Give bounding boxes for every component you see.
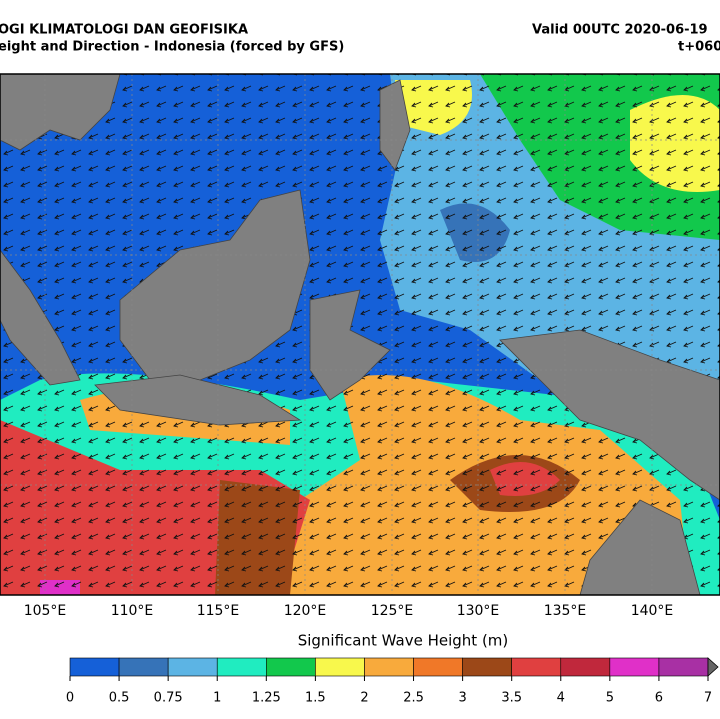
colorbar-tick-label: 1: [213, 691, 221, 706]
land-sumatra: [0, 249, 81, 386]
map-frame: [0, 73, 720, 596]
colorbar-box: [462, 657, 512, 677]
header-subtitle: eight and Direction - Indonesia (forced …: [0, 40, 344, 55]
land-indochina: [0, 74, 121, 151]
colorbar-tick-label: 3: [458, 691, 466, 706]
lon-label: 135°E: [544, 603, 587, 619]
colorbar-tick-label: 4: [557, 691, 565, 706]
colorbar-tick-label: 2: [360, 691, 368, 706]
wave-map: [0, 74, 720, 595]
colorbar-tick-label: 2.5: [403, 691, 424, 706]
land-papua: [499, 329, 720, 501]
colorbar-tick-label: 6: [655, 691, 663, 706]
wave-arrows: [0, 74, 720, 595]
colorbar-box: [364, 657, 414, 677]
colorbar-box: [413, 657, 463, 677]
colorbar-tick-label: 7: [704, 691, 712, 706]
colorbar-box: [511, 657, 562, 677]
colorbar-box: [609, 657, 660, 677]
lon-label: 110°E: [111, 603, 154, 619]
colorbar: 0 0.5 0.75 1 1.25 1.5 2 2.5 3 3.5 4 5 6 7: [66, 657, 712, 706]
header-lead: t+060: [678, 40, 720, 55]
colorbar-box: [167, 657, 218, 677]
land-borneo: [119, 189, 311, 381]
colorbar-tick-label: 3.5: [501, 691, 522, 706]
colorbar-tick-label: 1.25: [252, 691, 281, 706]
lon-label: 140°E: [631, 603, 674, 619]
colorbar-label: Significant Wave Height (m): [298, 632, 509, 650]
colorbar-tick-label: 1.5: [305, 691, 326, 706]
colorbar-tick-label: 5: [606, 691, 614, 706]
lon-label: 115°E: [197, 603, 240, 619]
colorbar-box: [118, 657, 169, 677]
colorbar-tick-label: 0: [66, 691, 74, 706]
lon-label: 105°E: [24, 603, 67, 619]
header-title: OGI KLIMATOLOGI DAN GEOFISIKA: [0, 23, 248, 38]
colorbar-tick-label: 0.5: [109, 691, 130, 706]
colorbar-box: [560, 657, 611, 677]
colorbar-box: [216, 657, 267, 677]
colorbar-extend: [707, 657, 719, 677]
colorbar-tick-label: 0.75: [154, 691, 183, 706]
lon-label: 130°E: [457, 603, 500, 619]
lon-label: 125°E: [371, 603, 414, 619]
land-sulawesi: [309, 289, 391, 401]
colorbar-box: [658, 657, 709, 677]
lon-labels: 105°E 110°E 115°E 120°E 125°E 130°E 135°E 140°E: [24, 603, 674, 619]
header-valid: Valid 00UTC 2020-06-19: [532, 23, 708, 38]
colorbar-box: [315, 657, 365, 677]
land-java: [94, 374, 302, 426]
lon-label: 120°E: [284, 603, 327, 619]
land-australia: [579, 499, 701, 595]
colorbar-box: [266, 657, 316, 677]
colorbar-box: [69, 657, 120, 677]
